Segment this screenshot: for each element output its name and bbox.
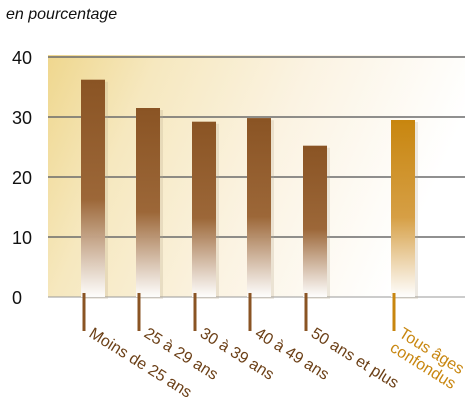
bar — [192, 121, 216, 297]
y-tick-label: 40 — [12, 48, 32, 68]
bar — [136, 108, 160, 297]
bar-top — [192, 121, 216, 125]
bar — [81, 79, 105, 297]
y-tick-label: 10 — [12, 228, 32, 248]
y-axis-ticks: 0 10 20 30 40 — [12, 48, 32, 308]
x-axis-ticks — [82, 293, 396, 331]
y-tick-label: 20 — [12, 168, 32, 188]
bar-top — [81, 79, 105, 83]
x-category-label: Tous âgesconfondus — [387, 325, 465, 393]
x-category-label: Moins de 25 ans — [86, 325, 195, 402]
bars — [81, 79, 418, 299]
bar-total — [391, 120, 415, 297]
bar — [303, 145, 327, 297]
bar-top — [303, 145, 327, 149]
y-tick-label: 30 — [12, 108, 32, 128]
bar-top — [247, 118, 271, 122]
bar-top — [391, 120, 415, 123]
y-axis-unit-label: en pourcentage — [6, 6, 118, 23]
y-tick-label: 0 — [12, 288, 22, 308]
bar-top — [136, 108, 160, 111]
bar — [247, 118, 271, 297]
